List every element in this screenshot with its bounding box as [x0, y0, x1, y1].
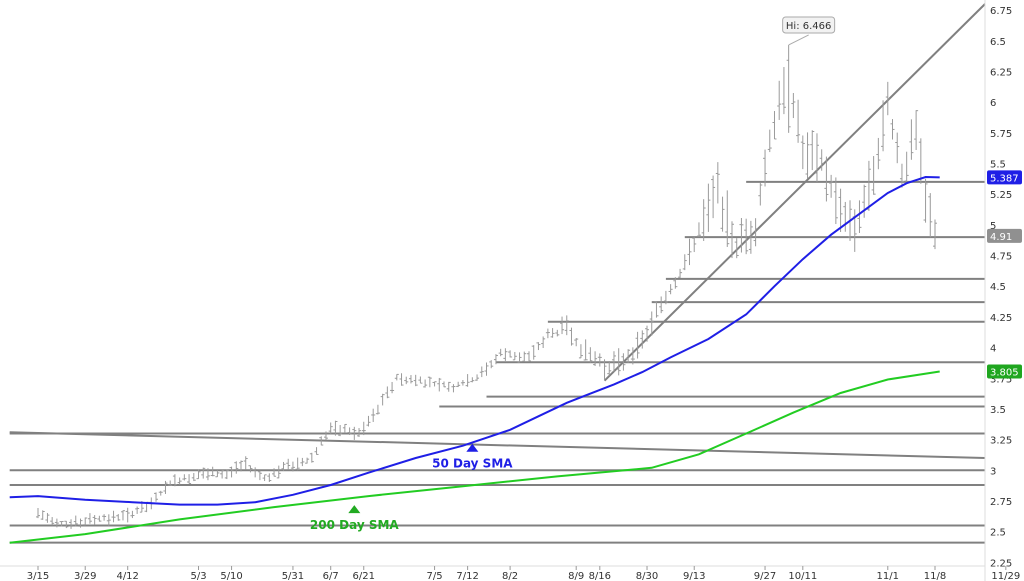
x-tick-label: 11/8 [924, 571, 946, 581]
y-tick-label: 4.75 [990, 252, 1012, 263]
x-tick-label: 4/12 [116, 571, 138, 581]
x-tick-label: 8/9 [568, 571, 584, 581]
price-bars [36, 44, 937, 529]
x-tick-label: 5/10 [220, 571, 242, 581]
x-tick-label: 5/31 [282, 571, 304, 581]
x-tick-label: 6/21 [353, 571, 375, 581]
annotation-arrow-icon [466, 443, 479, 452]
price-badge-label: 5.387 [990, 173, 1019, 184]
y-tick-label: 2.25 [990, 558, 1012, 569]
hi-callout-label: Hi: 6.466 [786, 21, 831, 32]
y-tick-label: 3.5 [990, 405, 1006, 416]
moving-averages [9, 175, 940, 544]
hi-callout-leader [788, 34, 809, 46]
price-badge-label: 3.805 [990, 368, 1019, 379]
y-tick-label: 5.5 [990, 160, 1006, 171]
y-tick-label: 6 [990, 98, 996, 109]
y-tick-label: 4 [990, 344, 996, 355]
price-badge [987, 228, 1022, 243]
y-tick-label: 6.75 [990, 6, 1012, 17]
x-tick-label: 3/29 [74, 571, 96, 581]
y-tick-label: 4.5 [990, 282, 1006, 293]
x-tick-label: 11/29 [991, 571, 1020, 581]
sr-line [9, 431, 986, 460]
y-axis: 2.25 2.5 2.75 3 3.25 3.5 3.75 4 4.25 4.5 4.75 5 5.25… [984, 0, 1012, 581]
x-tick-label: 7/12 [456, 571, 478, 581]
y-tick-label: 5.25 [990, 190, 1012, 201]
x-tick-label: 6/7 [323, 571, 339, 581]
y-tick-label: 6.5 [990, 37, 1006, 48]
y-tick-label: 5.75 [990, 129, 1012, 140]
sr-line [603, 3, 986, 382]
x-axis: 3/15 3/29 4/12 5/3 5/10 5/31 6/7 6/21 7/5 7/12 8/2… [0, 565, 1020, 581]
x-tick-label: 9/27 [754, 571, 776, 581]
x-tick-label: 3/15 [27, 571, 49, 581]
annotations: Hi: 6.466 50 Day SMA 200 Day SMA [310, 16, 836, 532]
price-badge [987, 364, 1022, 379]
y-tick-label: 3 [990, 466, 996, 477]
x-tick-label: 9/13 [683, 571, 705, 581]
price-labels: 5.387 4.91 3.805 [987, 170, 1022, 379]
annotation-label: 200 Day SMA [310, 518, 400, 532]
annotation-label: 50 Day SMA [432, 457, 513, 471]
x-tick-label: 8/30 [636, 571, 658, 581]
y-tick-label: 2.75 [990, 497, 1012, 508]
x-tick-label: 8/2 [502, 571, 518, 581]
x-tick-label: 10/11 [788, 571, 817, 581]
50-day-sma-line [9, 175, 940, 506]
annotation-arrow-icon [348, 505, 361, 514]
y-tick-label: 2.5 [990, 528, 1006, 539]
price-badge-label: 4.91 [990, 232, 1012, 243]
x-tick-label: 5/3 [190, 571, 206, 581]
x-tick-label: 8/16 [589, 571, 611, 581]
y-tick-label: 6.25 [990, 67, 1012, 78]
hi-callout-box [782, 16, 836, 34]
200-day-sma-line [9, 370, 940, 544]
y-tick-label: 3.75 [990, 374, 1012, 385]
y-tick-label: 5 [990, 221, 996, 232]
x-tick-label: 11/1 [877, 571, 899, 581]
price-badge [987, 170, 1022, 185]
y-tick-label: 3.25 [990, 436, 1012, 447]
y-tick-label: 4.25 [990, 313, 1012, 324]
x-tick-label: 7/5 [427, 571, 443, 581]
